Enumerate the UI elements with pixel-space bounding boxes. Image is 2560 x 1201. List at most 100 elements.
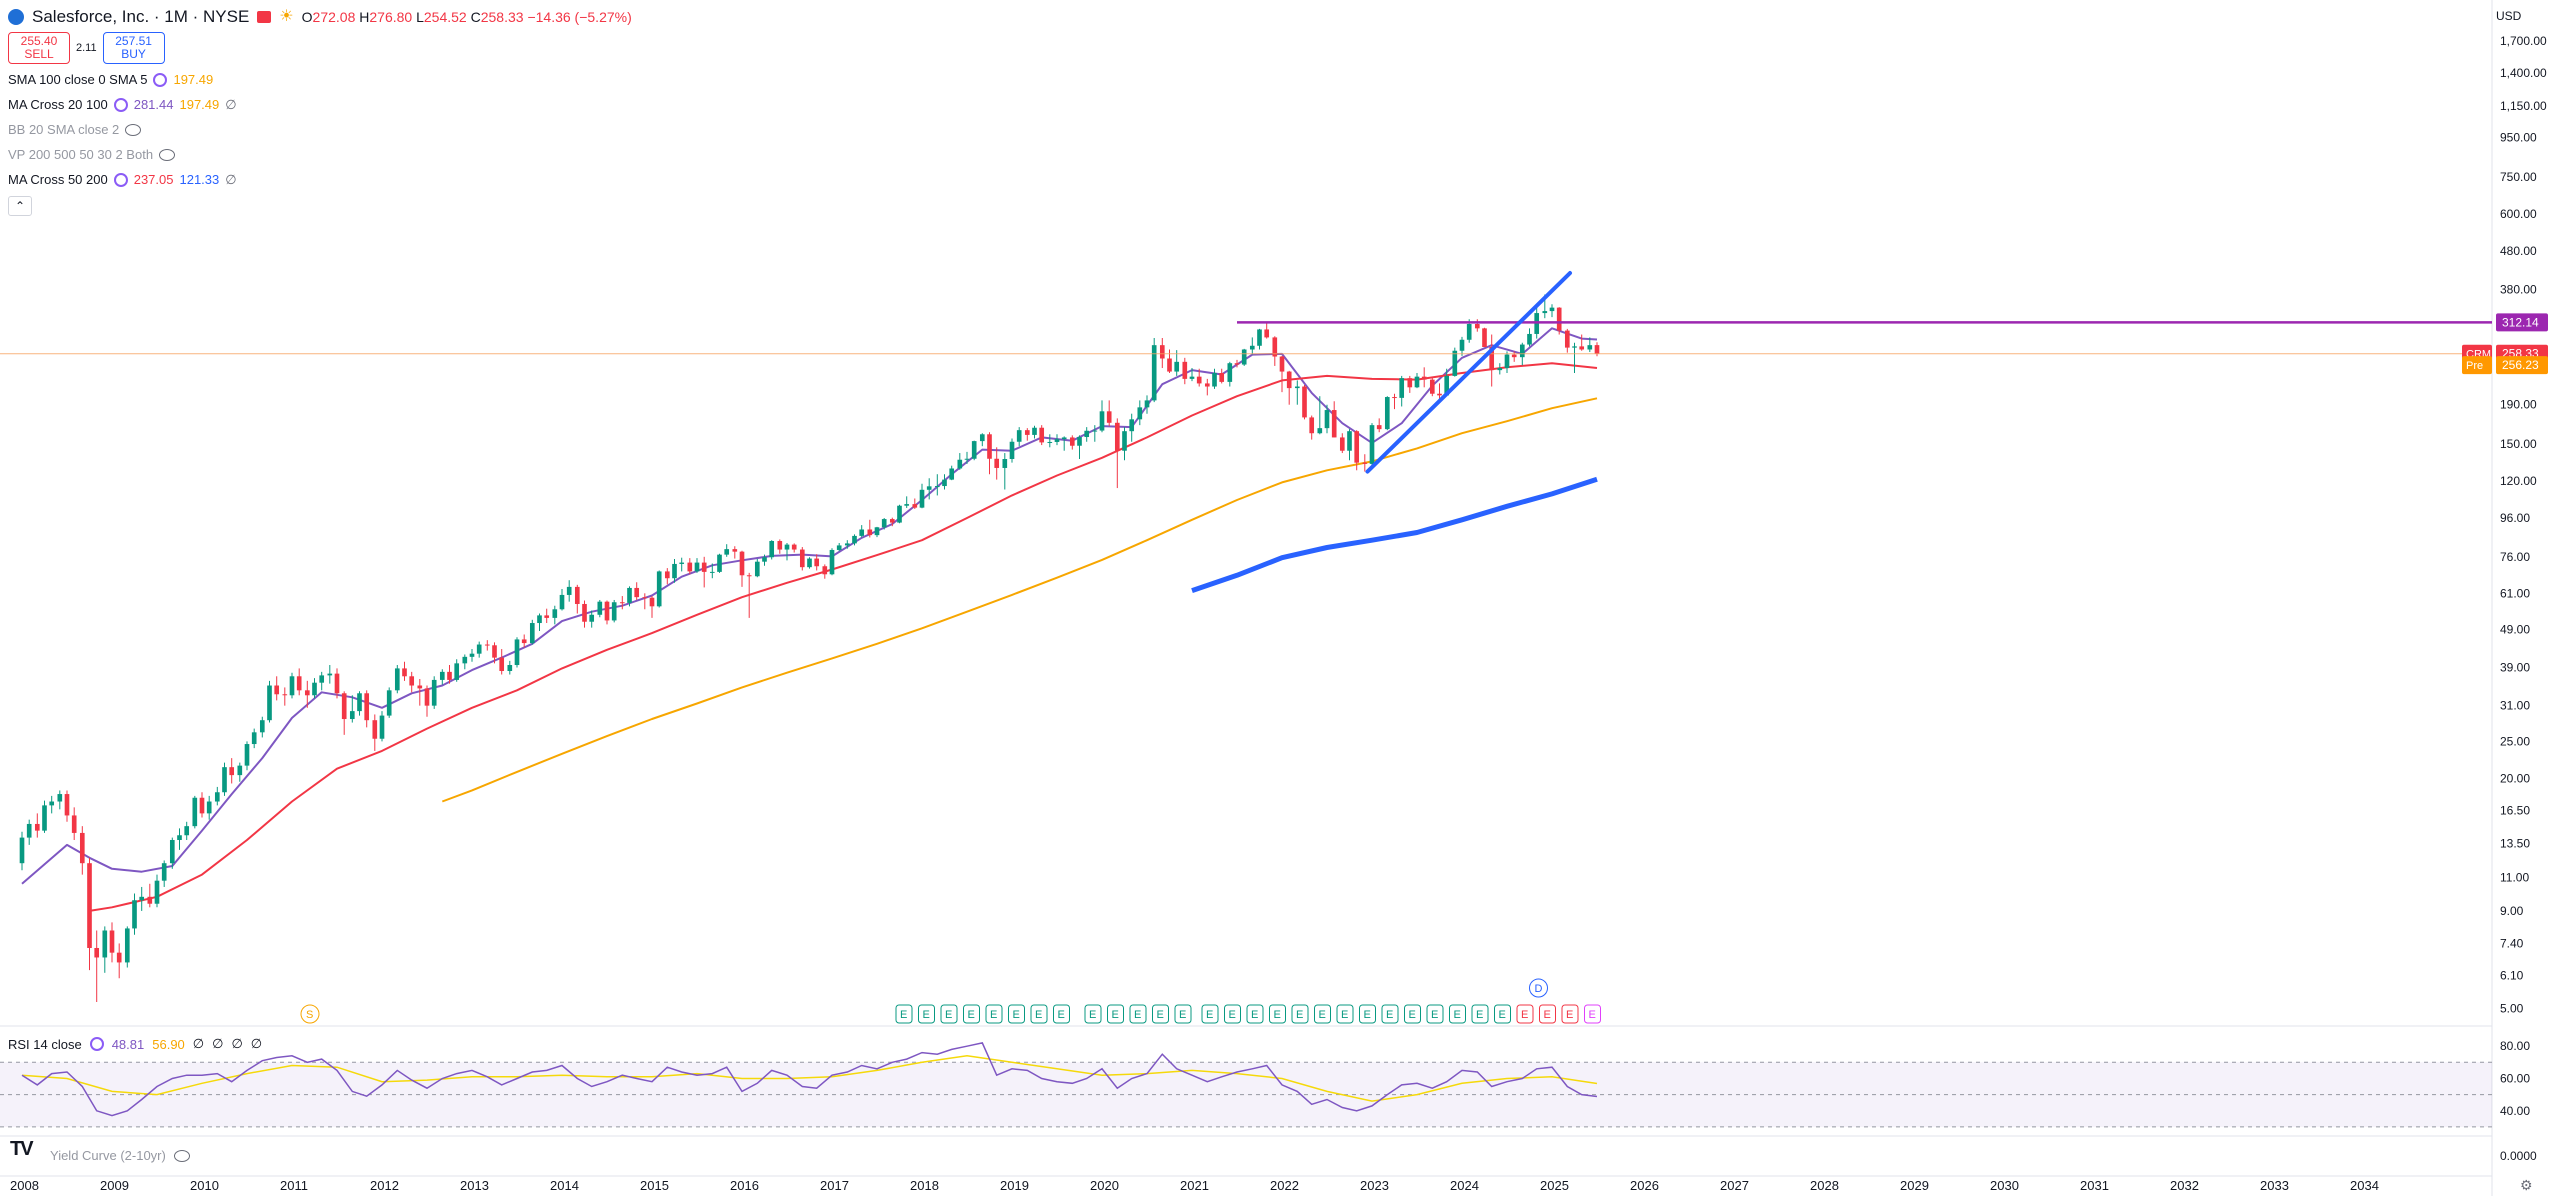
candle [732, 546, 738, 559]
earnings-marker-label: E [1431, 1009, 1438, 1021]
earnings-marker: E [963, 1004, 980, 1024]
buy-button[interactable]: 257.51 BUY [102, 32, 165, 64]
candle [769, 540, 775, 560]
candle-body [1151, 345, 1157, 401]
candle-body [94, 947, 100, 958]
price-tick-label: 13.50 [2500, 837, 2530, 851]
indicator-row[interactable]: BB 20 SMA close 2 [8, 117, 632, 142]
time-axis[interactable]: 2008 2009 2010 2011 2012 2013 2014 2015 2016 2017… [10, 1177, 2533, 1193]
indicator-row[interactable]: SMA 100 close 0 SMA 5 197.49 [8, 67, 632, 92]
candle [1047, 434, 1053, 448]
indicator-row[interactable]: VP 200 500 50 30 2 Both [8, 142, 632, 167]
candle-body [987, 434, 992, 459]
hidden-eye-icon[interactable] [125, 123, 142, 136]
pre-price-bg [2496, 356, 2548, 375]
indicator-name[interactable]: VP 200 500 50 30 2 Both [8, 146, 154, 162]
market-hours-icon[interactable]: ☀ [279, 8, 294, 25]
yield-curve-name[interactable]: Yield Curve (2-10yr) [50, 1148, 166, 1163]
indicator-value: 281.44 [133, 96, 174, 112]
indicator-value: 121.33 [179, 171, 220, 187]
candle-body [64, 794, 70, 816]
candle [289, 672, 295, 699]
premarket-tag: Pre 256.23 [2462, 356, 2548, 375]
candle [1137, 400, 1143, 426]
event-markers[interactable]: E E E E E E E E E E E E E E E E E E E E E E E E E E E E E E E S D [300, 978, 1601, 1024]
candle-body [1039, 427, 1045, 443]
hidden-eye-icon[interactable] [173, 1149, 190, 1162]
candle [634, 582, 640, 600]
rsi-legend[interactable]: RSI 14 close 48.81 56.90 ∅ ∅ ∅ ∅ [8, 1036, 262, 1052]
candle-body [1572, 346, 1577, 348]
candle-body [147, 896, 153, 904]
time-tick-label: 2014 [550, 1178, 579, 1193]
candle [1024, 428, 1030, 441]
sell-button[interactable]: 255.40 SELL [8, 32, 70, 64]
candle-body [1309, 417, 1315, 434]
candle-body [897, 505, 902, 523]
settings-icon[interactable] [89, 1037, 104, 1051]
candle-body [1392, 397, 1397, 399]
rsi-pane[interactable] [0, 1042, 2492, 1128]
spread-value: 2.11 [76, 42, 97, 54]
candle-body [754, 561, 760, 577]
flag-icon[interactable] [257, 11, 272, 23]
indicator-name[interactable]: MA Cross 50 200 [8, 171, 108, 187]
symbol-title[interactable]: Salesforce, Inc. · 1M · NYSE [32, 7, 250, 26]
candle [1249, 337, 1255, 355]
time-tick-label: 2027 [1720, 1178, 1749, 1193]
earnings-marker-box [1539, 1004, 1556, 1024]
candle [34, 813, 40, 838]
candle-body [926, 486, 932, 490]
candle [656, 570, 662, 608]
earnings-marker-box [1561, 1004, 1579, 1024]
candle-body [357, 693, 362, 712]
candle [537, 613, 542, 632]
symbol-row: Salesforce, Inc. · 1M · NYSE ☀ O272.08 H… [8, 6, 632, 28]
hidden-eye-icon[interactable] [159, 148, 176, 161]
candle [476, 641, 482, 658]
candle-body [1474, 323, 1480, 329]
settings-icon[interactable] [113, 172, 128, 187]
indicator-value: 237.05 [133, 171, 174, 187]
candle [1587, 337, 1593, 353]
candle [881, 518, 887, 530]
pre-tag-bg [2462, 356, 2492, 375]
indicator-name[interactable]: SMA 100 close 0 SMA 5 [8, 71, 148, 87]
candle [611, 599, 617, 623]
candle [717, 553, 722, 573]
indicator-name[interactable]: BB 20 SMA close 2 [8, 121, 120, 137]
candle-body [1204, 383, 1210, 387]
axis-settings-icon: ⚙ [2520, 1177, 2533, 1193]
candle-body [184, 826, 190, 836]
earnings-marker: E [1008, 1004, 1025, 1024]
collapse-legend-button[interactable]: ⌃ [8, 196, 32, 216]
tradingview-logo-icon[interactable]: TV [10, 1138, 34, 1160]
candles [19, 294, 1600, 1003]
settings-icon[interactable] [153, 72, 168, 87]
candle-body [514, 639, 520, 666]
indicator-row[interactable]: MA Cross 50 200 237.05 121.33 ∅ [8, 167, 632, 192]
candle-body [267, 685, 272, 721]
drawings[interactable] [0, 271, 2492, 474]
indicator-name[interactable]: MA Cross 20 100 [8, 96, 108, 112]
rsi-extra-4: ∅ [250, 1036, 263, 1051]
price-axis[interactable]: USD 1,700.00 1,400.00 1,150.00 950.00 750.00 6… [2462, 9, 2548, 1163]
candle-body [57, 794, 63, 802]
candle-body [1511, 354, 1517, 358]
candle [574, 584, 580, 614]
yield-curve-legend[interactable]: Yield Curve (2-10yr) [50, 1148, 190, 1163]
candle-body [319, 675, 325, 683]
earnings-marker-label: E [990, 1009, 997, 1021]
indicator-row[interactable]: MA Cross 20 100 281.44 197.49 ∅ [8, 92, 632, 117]
candle-body [237, 765, 243, 776]
settings-icon[interactable] [113, 97, 128, 112]
rsi-name[interactable]: RSI 14 close [8, 1036, 82, 1052]
candle-body [1466, 323, 1472, 340]
candle-body [1114, 422, 1120, 451]
candle [139, 886, 145, 911]
time-tick-label: 2029 [1900, 1178, 1929, 1193]
time-tick-label: 2010 [190, 1178, 219, 1193]
earnings-marker-box [1381, 1004, 1399, 1024]
